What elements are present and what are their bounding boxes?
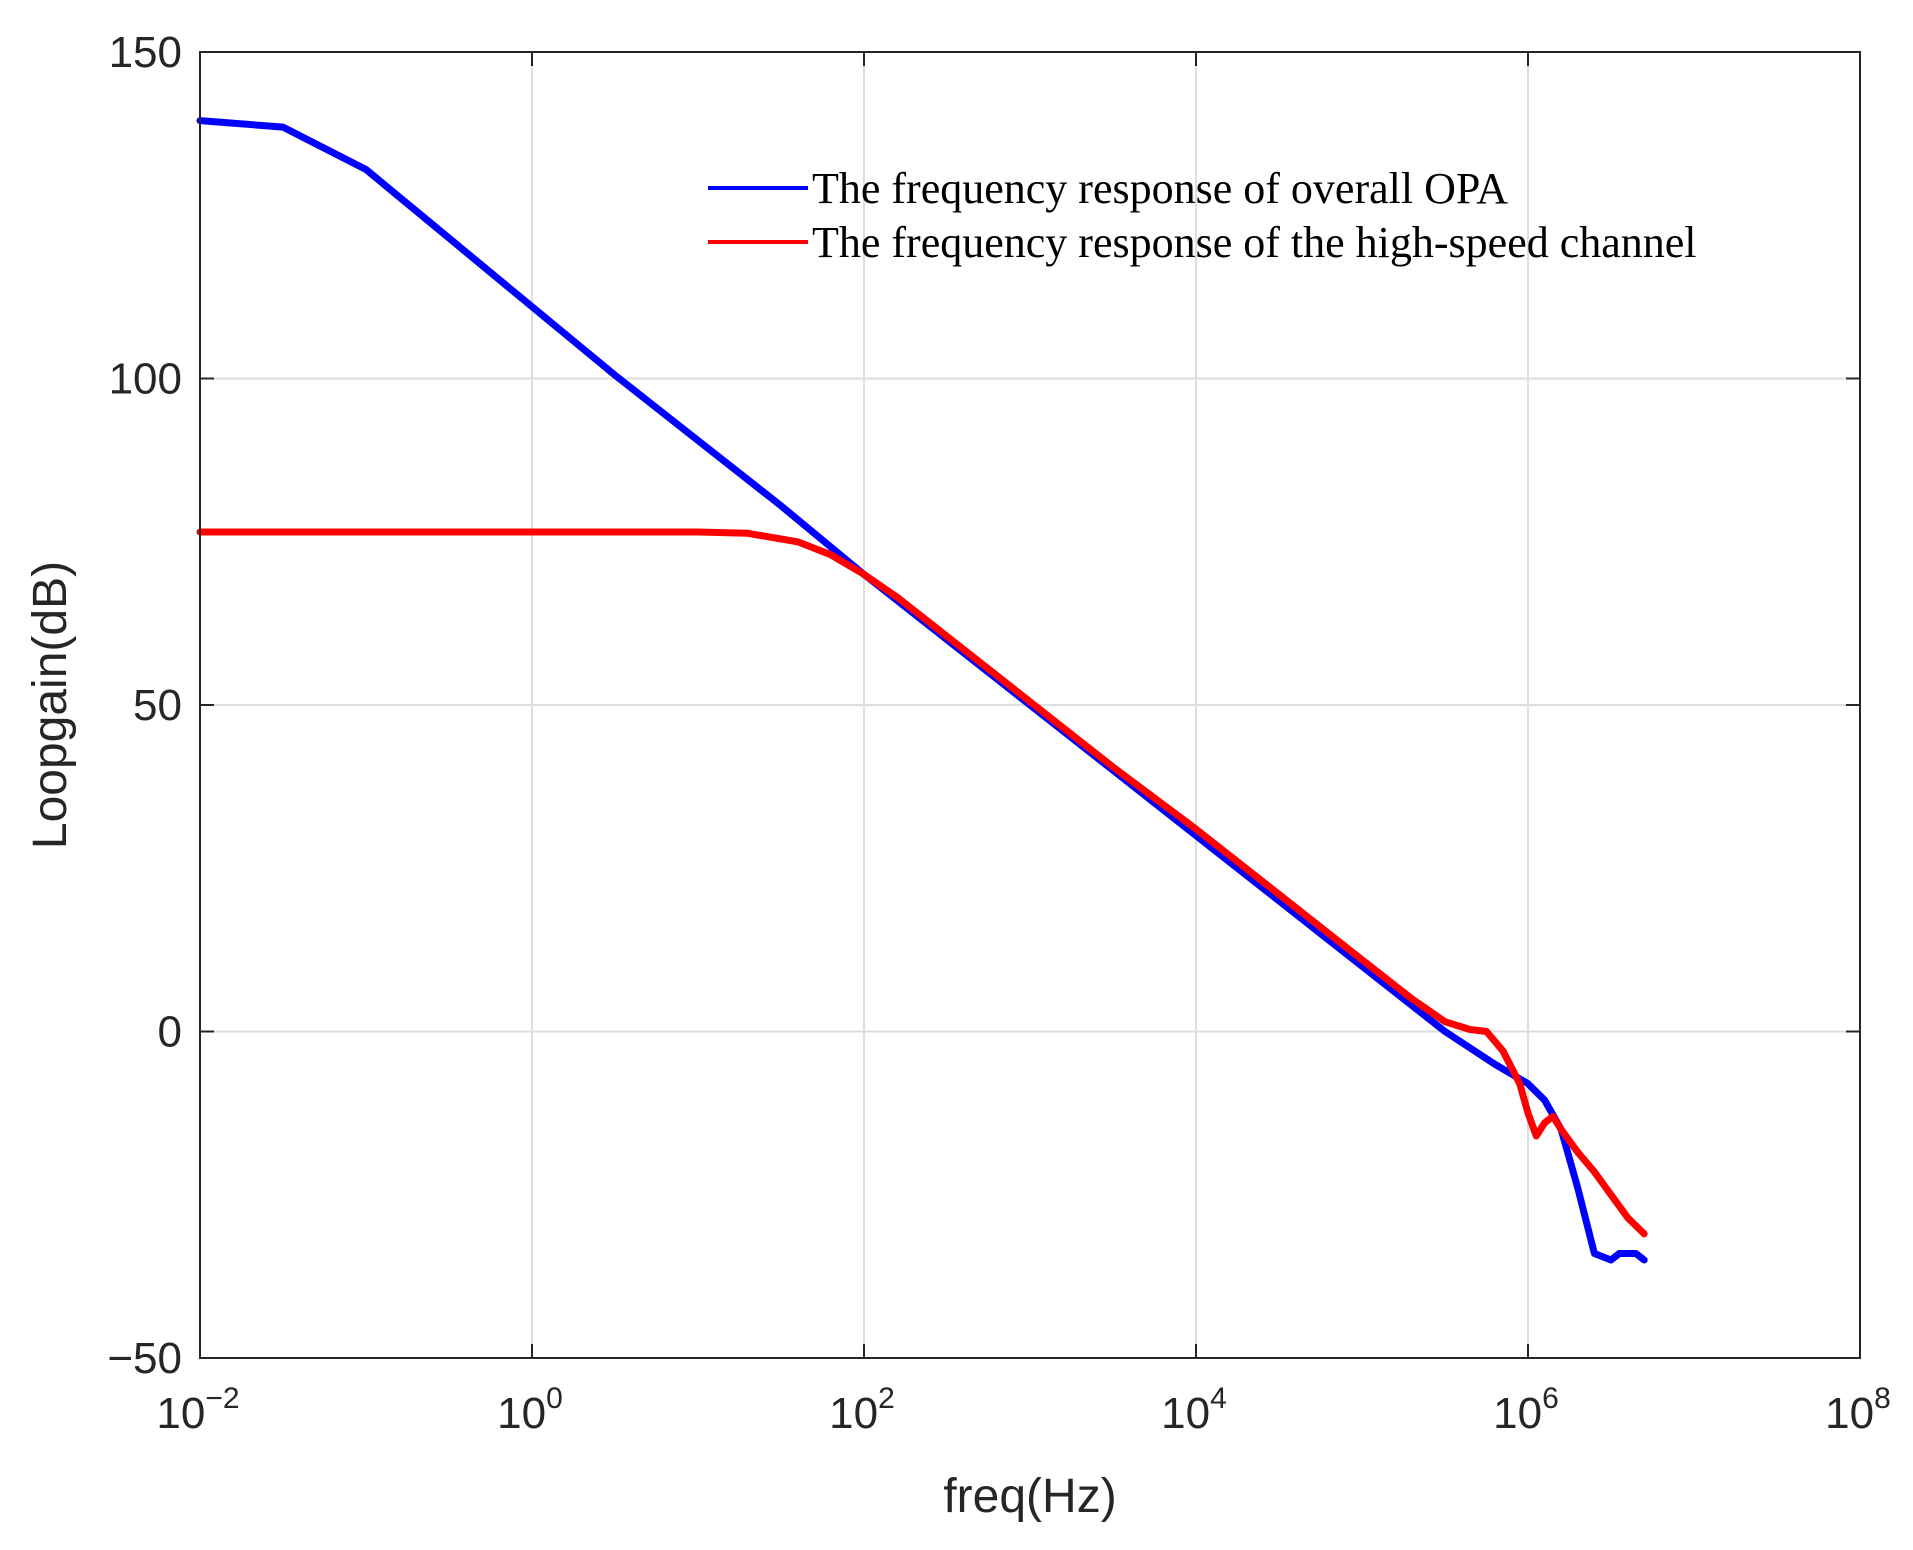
x-tick-exponent: 0 — [546, 1382, 563, 1415]
y-tick-label: 50 — [133, 681, 182, 730]
series-group — [196, 117, 1648, 1264]
legend-label-high-speed-channel: The frequency response of the high-speed… — [812, 218, 1697, 267]
x-tick-exponent: 6 — [1542, 1382, 1559, 1415]
y-tick-label: 150 — [109, 28, 182, 77]
x-tick-base: 10 — [156, 1389, 205, 1438]
x-tick-base: 10 — [1161, 1389, 1210, 1438]
axis-ticks — [199, 51, 1861, 1359]
series-line-high-speed-channel — [196, 528, 1648, 1238]
legend-label-overall-opa: The frequency response of overall OPA — [812, 164, 1508, 213]
y-tick-label: 100 — [109, 355, 182, 404]
legend: The frequency response of overall OPA Th… — [708, 164, 1697, 267]
x-tick-label: 102 — [829, 1382, 895, 1438]
x-tick-exponent: −2 — [205, 1382, 239, 1415]
x-tick-label: 104 — [1161, 1382, 1227, 1438]
x-tick-base: 10 — [497, 1389, 546, 1438]
series-line-overall-opa — [196, 117, 1648, 1264]
x-tick-exponent: 4 — [1210, 1382, 1227, 1415]
y-tick-label: −50 — [107, 1334, 182, 1383]
x-tick-label: 106 — [1493, 1382, 1559, 1438]
y-tick-label: 0 — [158, 1008, 182, 1057]
x-tick-exponent: 2 — [878, 1382, 895, 1415]
x-axis-label: freq(Hz) — [943, 1470, 1116, 1523]
x-tick-exponent: 8 — [1874, 1382, 1891, 1415]
x-tick-label: 10−2 — [156, 1382, 239, 1438]
x-tick-base: 10 — [829, 1389, 878, 1438]
x-tick-label: 108 — [1825, 1382, 1891, 1438]
x-tick-base: 10 — [1825, 1389, 1874, 1438]
x-tick-base: 10 — [1493, 1389, 1542, 1438]
y-axis-label: Loopgain(dB) — [24, 561, 77, 849]
x-tick-label: 100 — [497, 1382, 563, 1438]
